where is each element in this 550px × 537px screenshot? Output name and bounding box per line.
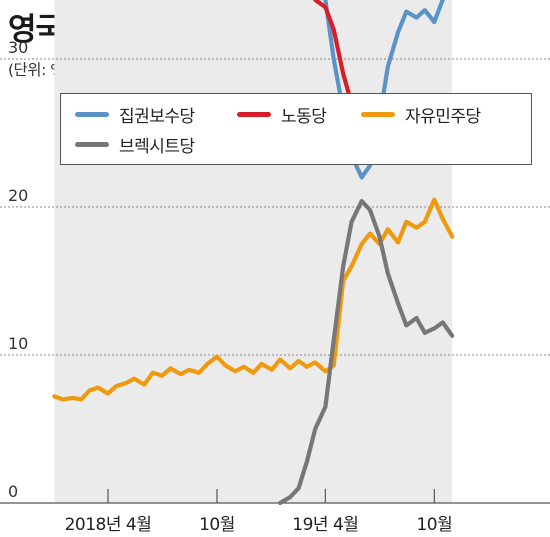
series-line-brexit xyxy=(278,199,455,506)
series-line-libdem xyxy=(52,197,455,402)
legend-swatch-brexit xyxy=(75,142,109,147)
legend-label-brexit: 브렉시트당 xyxy=(119,137,195,157)
y-tick-label-10: 10 xyxy=(8,334,28,353)
legend-label-labour: 노동당 xyxy=(281,107,327,127)
legend-label-libdem: 자유민주당 xyxy=(405,107,481,127)
legend-item-conservative: 집권보수당 xyxy=(75,102,195,127)
x-tick-label-1: 10월 xyxy=(199,515,235,535)
legend-swatch-libdem xyxy=(361,112,395,117)
y-tick-label-20: 20 xyxy=(8,186,28,205)
legend-label-conservative: 집권보수당 xyxy=(119,107,195,127)
legend-item-brexit: 브렉시트당 xyxy=(75,132,195,157)
x-tick-label-2: 19년 4월 xyxy=(292,515,358,535)
x-tick-label-3: 10월 xyxy=(416,515,452,535)
legend-item-labour: 노동당 xyxy=(237,102,327,127)
y-tick-label-0: 0 xyxy=(8,482,18,501)
x-tick-label-0: 2018년 4월 xyxy=(65,515,152,535)
series-line-conservative xyxy=(323,0,446,180)
legend-swatch-conservative xyxy=(75,112,109,117)
y-tick-label-30: 30 xyxy=(8,38,28,57)
legend-item-libdem: 자유민주당 xyxy=(361,102,481,127)
legend-swatch-labour xyxy=(237,112,271,117)
chart-legend: 집권보수당 노동당 자유민주당 브렉시트당 xyxy=(60,93,532,165)
plot-background xyxy=(54,0,453,503)
